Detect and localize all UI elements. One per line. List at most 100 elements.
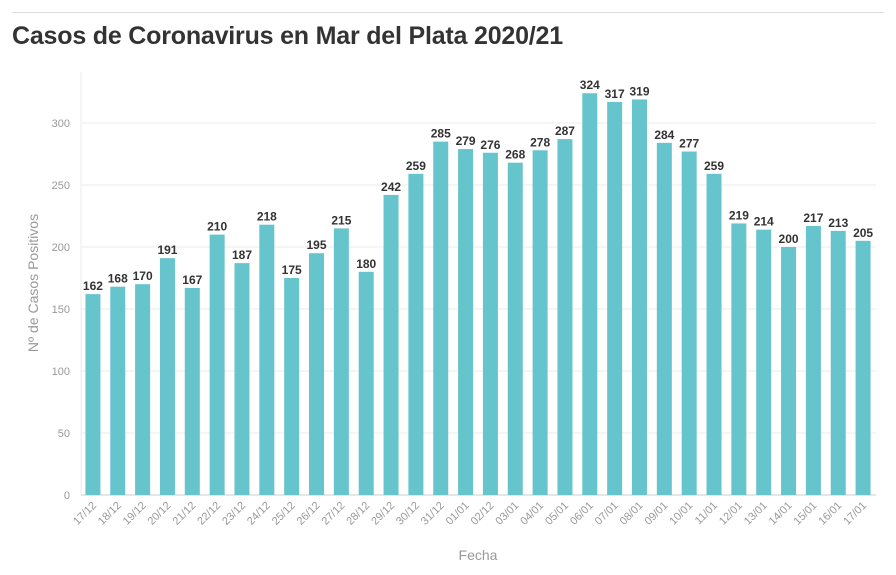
x-tick-label: 03/01 <box>493 500 521 528</box>
x-tick-label: 16/01 <box>816 500 844 528</box>
bar <box>805 225 821 496</box>
data-label: 317 <box>605 87 625 101</box>
data-label: 217 <box>803 211 823 225</box>
data-label: 324 <box>580 78 600 92</box>
bar <box>85 294 101 495</box>
y-tick-label: 300 <box>52 118 70 130</box>
bar <box>681 151 697 495</box>
data-label: 259 <box>704 159 724 173</box>
data-label: 276 <box>480 138 500 152</box>
data-label: 167 <box>182 273 202 287</box>
bar <box>607 101 623 496</box>
bar <box>433 141 449 495</box>
bar <box>259 224 275 495</box>
y-tick-label: 150 <box>52 304 70 316</box>
x-tick-label: 30/12 <box>394 500 422 528</box>
x-tick-label: 26/12 <box>295 500 323 528</box>
x-tick-label: 17/01 <box>841 500 869 528</box>
x-tick-label: 05/01 <box>543 500 571 528</box>
bar <box>383 194 399 496</box>
bar <box>631 99 647 495</box>
data-label: 259 <box>406 159 426 173</box>
x-tick-label: 23/12 <box>220 500 248 528</box>
data-label: 278 <box>530 135 550 149</box>
data-label: 285 <box>431 127 451 141</box>
data-label: 205 <box>853 226 873 240</box>
bar <box>507 162 523 495</box>
x-tick-label: 22/12 <box>195 500 223 528</box>
x-tick-label: 18/12 <box>96 500 124 528</box>
data-label: 191 <box>157 243 177 257</box>
data-label: 175 <box>282 263 302 277</box>
data-label: 170 <box>133 269 153 283</box>
data-label: 242 <box>381 180 401 194</box>
y-axis-title: Nº de Casos Positivos <box>25 214 41 352</box>
data-label: 210 <box>207 220 227 234</box>
y-tick-label: 100 <box>52 366 70 378</box>
bar <box>482 152 498 495</box>
x-tick-label: 12/01 <box>717 500 745 528</box>
x-tick-label: 11/01 <box>693 500 720 527</box>
y-tick-label: 200 <box>52 242 70 254</box>
x-tick-label: 08/01 <box>618 500 646 528</box>
data-label: 213 <box>828 216 848 230</box>
bar <box>234 263 250 495</box>
x-tick-label: 13/01 <box>742 500 770 528</box>
x-tick-label: 01/01 <box>444 500 472 528</box>
x-tick-label: 06/01 <box>568 500 596 528</box>
bar <box>458 149 474 496</box>
chart-title: Casos de Coronavirus en Mar del Plata 20… <box>12 22 563 50</box>
bar <box>855 240 871 495</box>
bar <box>358 271 374 495</box>
data-label: 162 <box>83 279 103 293</box>
data-label: 277 <box>679 137 699 151</box>
bar <box>756 229 772 495</box>
x-axis-title: Fecha <box>459 547 498 563</box>
x-tick-label: 10/01 <box>667 500 695 528</box>
bar <box>135 284 151 495</box>
data-label: 279 <box>456 134 476 148</box>
bar <box>656 142 672 495</box>
bar <box>309 253 325 495</box>
x-tick-label: 14/01 <box>767 500 795 528</box>
top-divider <box>12 12 884 13</box>
bar <box>333 228 349 495</box>
data-label: 195 <box>307 238 327 252</box>
y-tick-label: 50 <box>58 428 70 440</box>
x-tick-label: 20/12 <box>146 500 174 528</box>
x-tick-label: 29/12 <box>369 500 397 528</box>
bar <box>408 173 424 495</box>
x-tick-label: 21/12 <box>170 500 198 528</box>
x-tick-label: 19/12 <box>121 500 149 528</box>
data-label: 215 <box>331 213 351 227</box>
data-label: 218 <box>257 210 277 224</box>
bar <box>557 139 573 495</box>
x-tick-label: 24/12 <box>245 500 273 528</box>
data-label: 168 <box>108 272 128 286</box>
data-label: 284 <box>654 128 674 142</box>
data-label: 219 <box>729 208 749 222</box>
data-label: 319 <box>629 84 649 98</box>
bar <box>582 93 598 496</box>
data-labels: 162 168 170 191 167 210 187 218 175 195 215 180 242 2… <box>83 78 874 293</box>
x-tick-label: 25/12 <box>270 500 298 528</box>
bar <box>706 173 722 495</box>
data-label: 200 <box>779 232 799 246</box>
x-tick-label: 07/01 <box>593 500 621 528</box>
bar <box>830 230 846 495</box>
data-label: 187 <box>232 248 252 262</box>
bar <box>209 234 225 495</box>
bar <box>110 286 126 495</box>
bar <box>159 258 175 495</box>
data-label: 180 <box>356 257 376 271</box>
bar <box>731 223 747 495</box>
x-tick-label: 15/01 <box>792 500 820 528</box>
x-tick-label: 17/12 <box>71 500 99 528</box>
y-axis-ticks: 0 50 100 150 200 250 300 <box>52 118 70 502</box>
y-tick-label: 0 <box>64 490 70 502</box>
x-tick-label: 02/12 <box>469 500 497 528</box>
y-tick-label: 250 <box>52 180 70 192</box>
x-tick-label: 31/12 <box>419 500 447 528</box>
x-tick-label: 27/12 <box>320 500 348 528</box>
bar <box>184 287 200 495</box>
